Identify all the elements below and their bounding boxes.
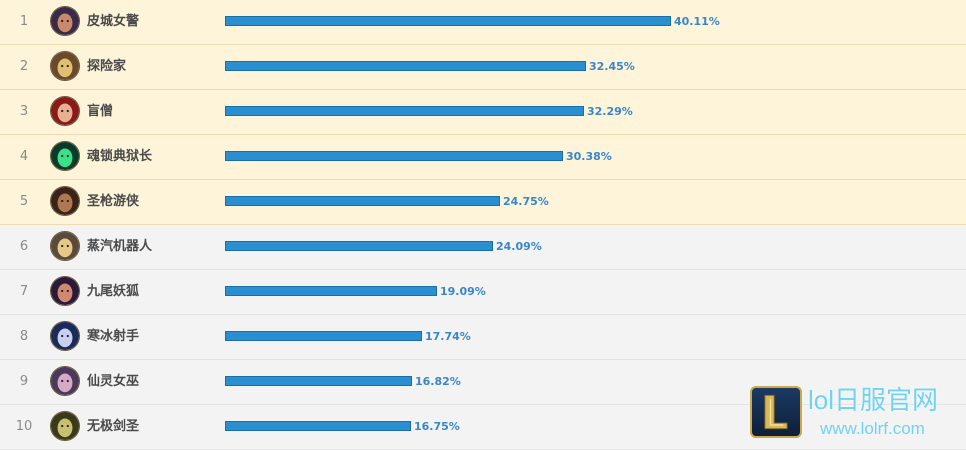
percentage-label: 19.09% (440, 285, 486, 298)
rank-number: 6 (19, 239, 29, 254)
percentage-label: 32.29% (587, 105, 633, 118)
percentage-bar (225, 196, 500, 206)
champion-name[interactable]: 九尾妖狐 (87, 284, 140, 299)
table-row: 4 魂锁典狱长 30.38% (0, 135, 966, 180)
rank-number: 3 (19, 104, 29, 119)
percentage-bar (225, 16, 671, 26)
table-row: 8 寒冰射手 17.74% (0, 315, 966, 360)
percentage-bar (225, 331, 422, 341)
rank-number: 1 (19, 14, 29, 29)
rank-number: 2 (19, 59, 29, 74)
rank-number: 10 (15, 419, 33, 434)
percentage-label: 40.11% (674, 15, 720, 28)
percentage-label: 16.75% (414, 420, 460, 433)
table-row: 5 圣枪游侠 24.75% (0, 180, 966, 225)
champion-name[interactable]: 寒冰射手 (87, 329, 140, 344)
champion-avatar-icon (50, 96, 80, 126)
rank-number: 5 (19, 194, 29, 209)
league-logo-icon (750, 386, 802, 438)
percentage-bar (225, 241, 493, 251)
champion-avatar-icon (50, 276, 80, 306)
champion-name[interactable]: 圣枪游侠 (87, 194, 140, 209)
champion-name[interactable]: 皮城女警 (87, 14, 140, 29)
champion-avatar-icon (50, 366, 80, 396)
champion-avatar-icon (50, 141, 80, 171)
percentage-label: 24.09% (496, 240, 542, 253)
percentage-bar (225, 151, 563, 161)
champion-avatar-icon (50, 186, 80, 216)
champion-avatar-icon (50, 321, 80, 351)
table-row: 7 九尾妖狐 19.09% (0, 270, 966, 315)
champion-name[interactable]: 仙灵女巫 (87, 374, 140, 389)
percentage-label: 32.45% (589, 60, 635, 73)
percentage-label: 17.74% (425, 330, 471, 343)
watermark-title: lol日服官网 (808, 385, 939, 415)
percentage-label: 30.38% (566, 150, 612, 163)
percentage-label: 16.82% (415, 375, 461, 388)
watermark-url: www.lolrf.com (820, 419, 925, 438)
champion-name[interactable]: 蒸汽机器人 (87, 239, 153, 254)
table-row: 3 盲僧 32.29% (0, 90, 966, 135)
percentage-bar (225, 376, 412, 386)
percentage-bar (225, 421, 411, 431)
percentage-bar (225, 61, 586, 71)
watermark: lol日服官网 www.lolrf.com (750, 384, 960, 444)
rank-number: 4 (19, 149, 29, 164)
champion-name[interactable]: 探险家 (87, 59, 127, 74)
percentage-label: 24.75% (503, 195, 549, 208)
rank-number: 9 (19, 374, 29, 389)
champion-name[interactable]: 魂锁典狱长 (87, 149, 153, 164)
percentage-bar (225, 286, 437, 296)
table-row: 6 蒸汽机器人 24.09% (0, 225, 966, 270)
champion-name[interactable]: 盲僧 (87, 104, 114, 119)
table-row: 9 仙灵女巫 16.82% (0, 360, 966, 405)
rank-number: 7 (19, 284, 29, 299)
champion-avatar-icon (50, 411, 80, 441)
champion-avatar-icon (50, 6, 80, 36)
champion-avatar-icon (50, 231, 80, 261)
champion-avatar-icon (50, 51, 80, 81)
rank-number: 8 (19, 329, 29, 344)
table-row: 10 无极剑圣 16.75% (0, 405, 966, 450)
table-row: 2 探险家 32.45% (0, 45, 966, 90)
champion-name[interactable]: 无极剑圣 (87, 419, 140, 434)
table-row: 1 皮城女警 40.11% (0, 0, 966, 45)
percentage-bar (225, 106, 584, 116)
